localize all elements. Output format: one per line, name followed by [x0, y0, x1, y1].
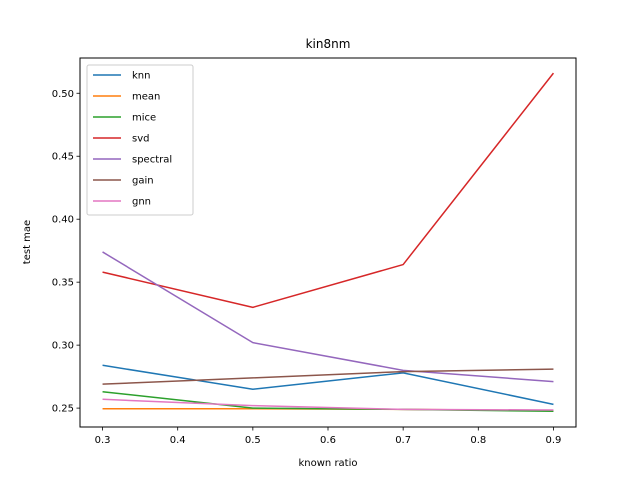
y-tick-label: 0.30: [52, 341, 74, 352]
y-tick-label: 0.50: [52, 89, 74, 100]
x-tick-label: 0.7: [395, 435, 411, 446]
series-line-spectral: [102, 251, 554, 383]
x-tick-label: 0.9: [546, 435, 562, 446]
x-tick-label: 0.5: [245, 435, 261, 446]
legend-label-spectral: spectral: [132, 155, 172, 166]
x-axis-label: known ratio: [299, 458, 358, 469]
series-line-knn: [102, 364, 554, 406]
series-layer: [102, 72, 555, 413]
legend-label-svd: svd: [132, 134, 149, 145]
x-tick-label: 0.8: [470, 435, 486, 446]
y-axis: 0.25 0.30 0.35 0.40 0.45 0.50: [52, 89, 80, 415]
legend-box: [86, 64, 194, 216]
y-tick-label: 0.25: [52, 404, 74, 415]
series-line-gnn: [102, 398, 554, 411]
legend-label-mean: mean: [132, 92, 160, 103]
legend-label-knn: knn: [132, 71, 150, 82]
x-tick-label: 0.6: [320, 435, 336, 446]
y-tick-label: 0.40: [52, 215, 74, 226]
plot-area: 0.3 0.4 0.5 0.6 0.7 0.8 0.9 0.250.300.350.400.…: [52, 57, 577, 446]
legend-label-gnn: gnn: [132, 197, 151, 208]
chart-title: kin8nm: [306, 37, 351, 51]
y-axis-label: test mae: [22, 220, 33, 264]
x-tick-label: 0.3: [95, 435, 111, 446]
y-tick-label: 0.45: [52, 152, 74, 163]
x-tick-label: 0.4: [170, 435, 186, 446]
series-line-gain: [102, 368, 554, 385]
legend-label-gain: gain: [132, 176, 154, 187]
series-line-svd: [102, 72, 555, 309]
legend: knn mean mice svd spectral gain gnn: [86, 64, 194, 216]
y-tick-label: 0.35: [52, 278, 74, 289]
legend-label-mice: mice: [132, 113, 156, 124]
x-axis: 0.3 0.4 0.5 0.6 0.7 0.8 0.9: [95, 427, 562, 446]
